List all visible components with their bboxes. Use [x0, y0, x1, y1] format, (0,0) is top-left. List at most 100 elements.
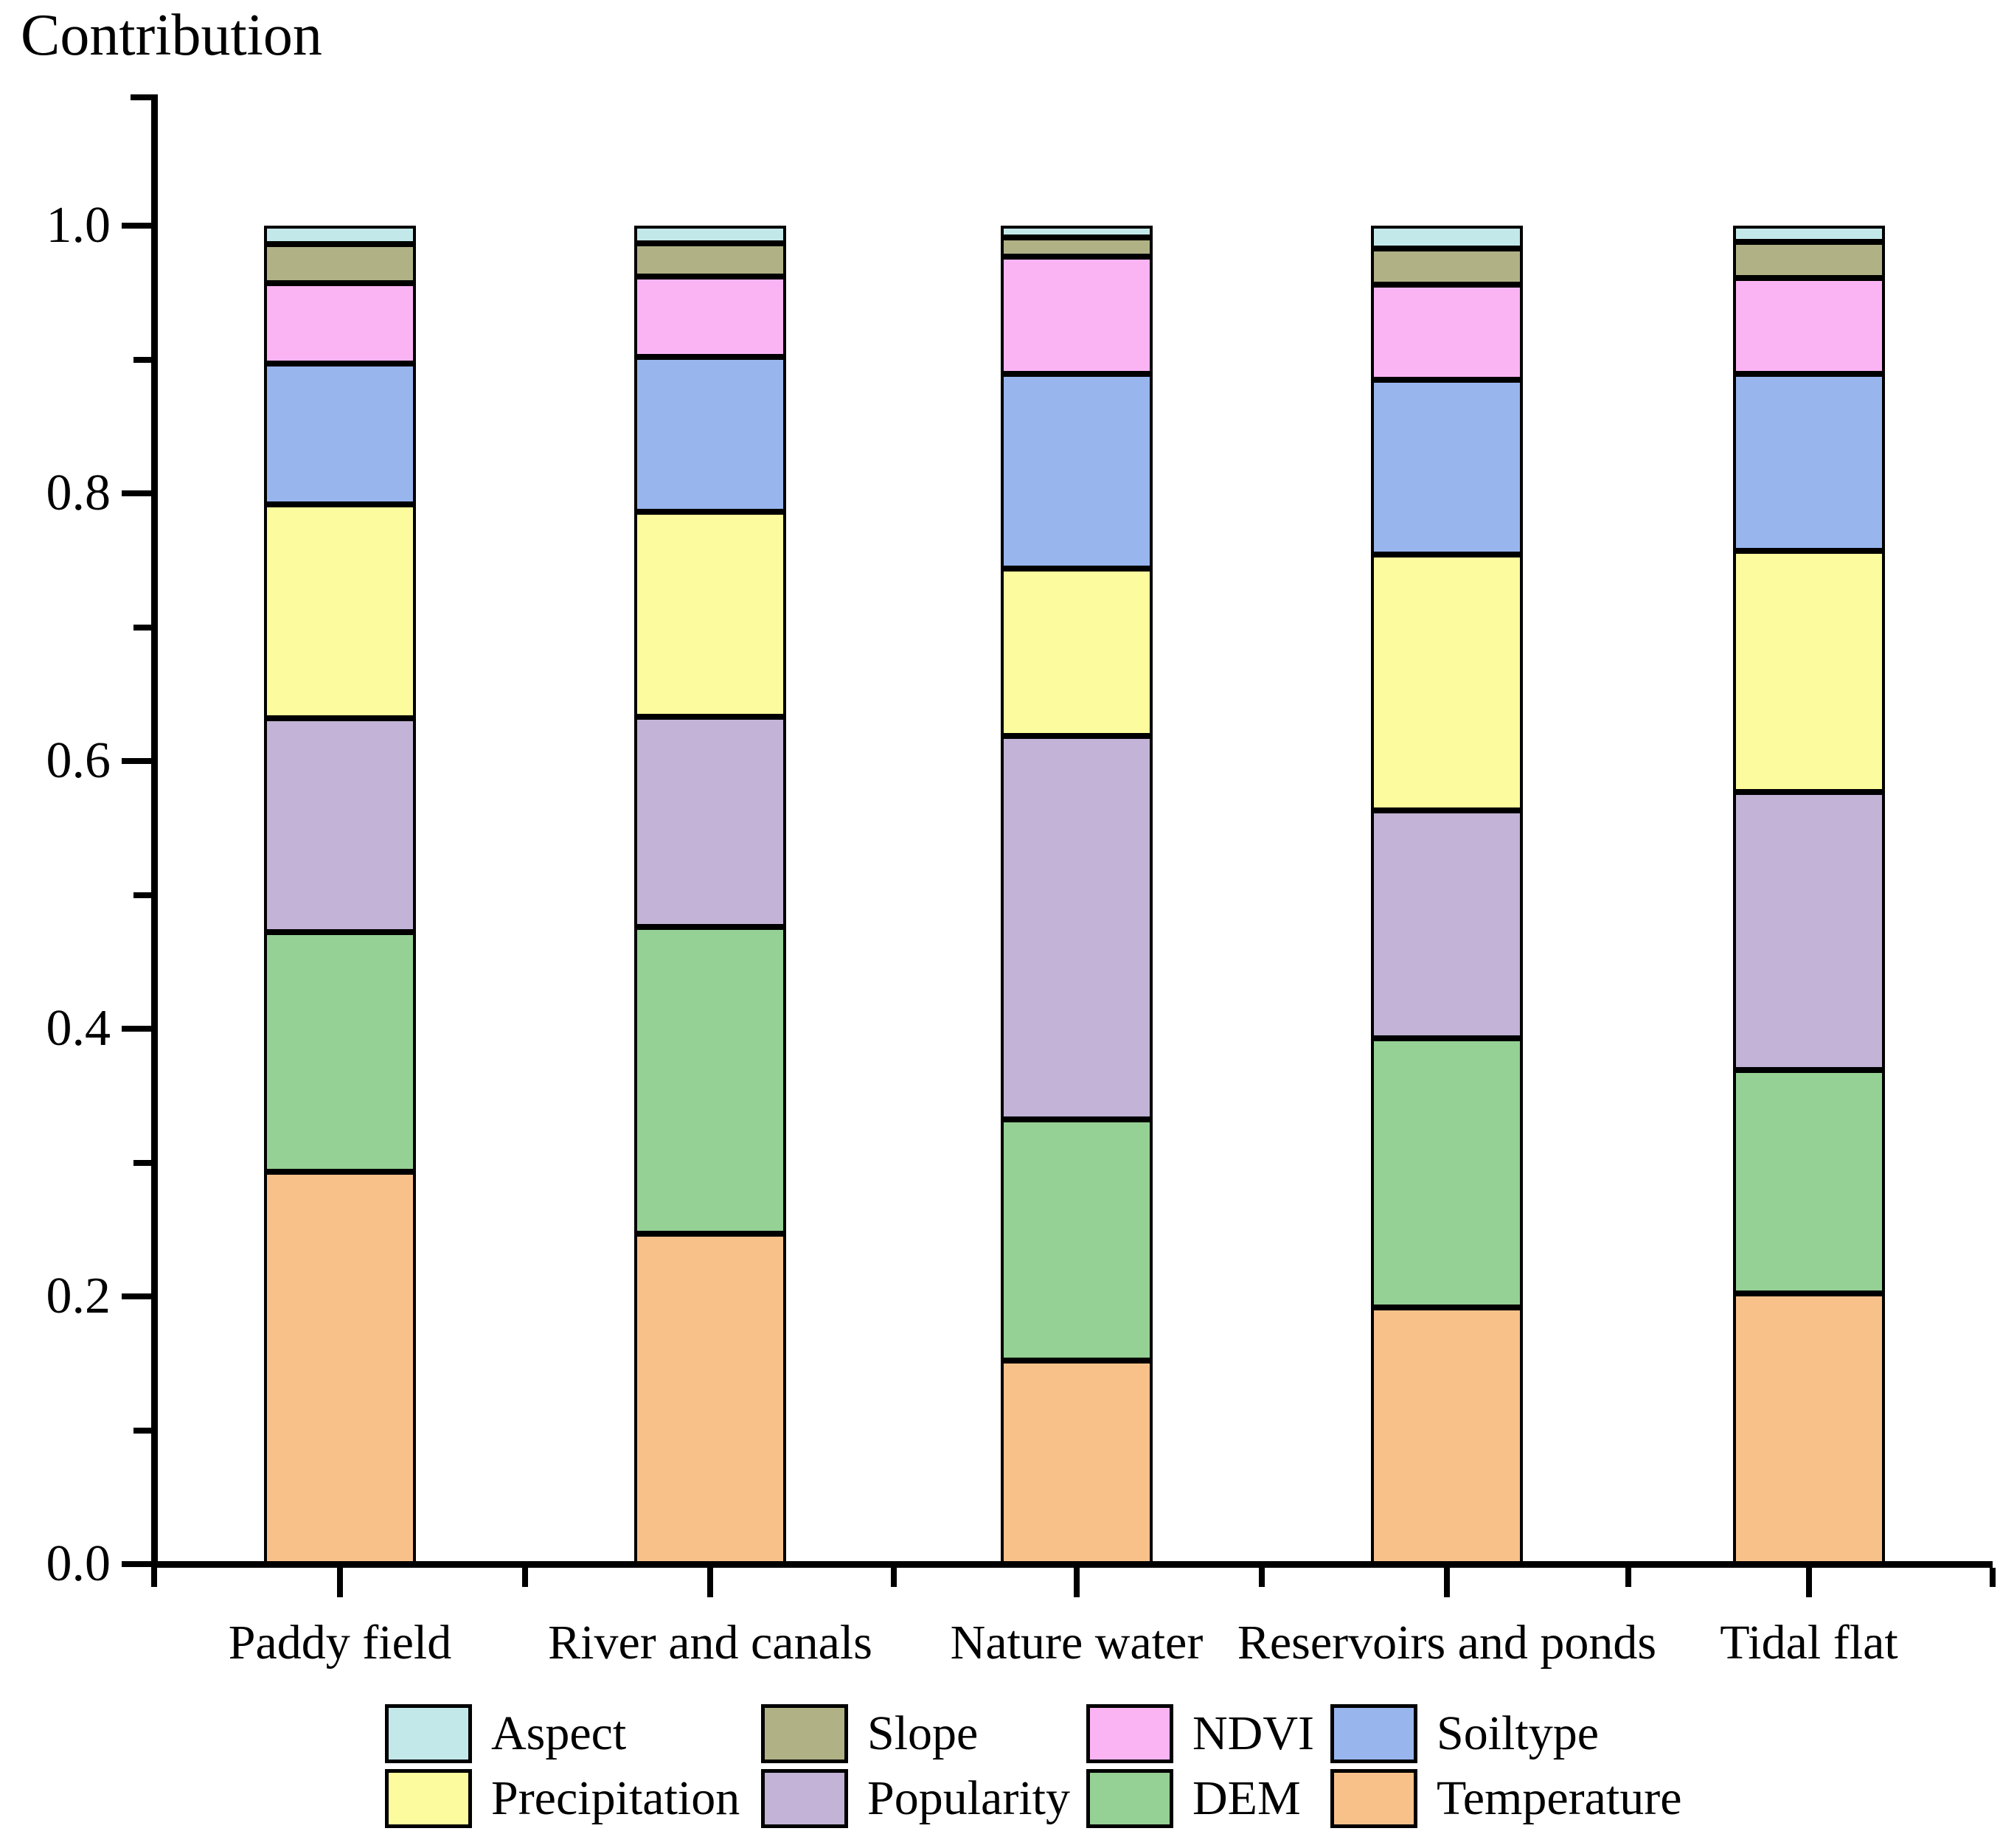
bar-reservoirs-and-ponds-seg-ndvi [1371, 284, 1523, 380]
bar-paddy-field-seg-precipitation [264, 504, 416, 718]
y-major-tick-0.6 [121, 758, 151, 764]
y-tick-label-1.0: 1.0 [46, 197, 111, 254]
bar-river-and-canals-seg-temperature [634, 1233, 786, 1564]
bar-river-and-canals-seg-soiltype [634, 356, 786, 513]
bar-nature-water-seg-soiltype [1001, 374, 1153, 569]
y-tick-label-0.6: 0.6 [46, 732, 111, 789]
bar-river-and-canals-seg-dem [634, 927, 786, 1234]
bar-paddy-field-seg-soiltype [264, 363, 416, 504]
bar-tidal-flat-seg-precipitation [1733, 551, 1885, 792]
legend-swatch-slope [761, 1704, 848, 1763]
y-major-tick-1 [121, 223, 151, 229]
x-major-tick-reservoirs-and-ponds [1444, 1567, 1450, 1597]
legend-item-dem: DEM [1086, 1768, 1301, 1829]
y-major-tick-0 [121, 1561, 151, 1567]
y-major-tick-0.8 [121, 490, 151, 496]
x-minor-tick-0 [151, 1567, 157, 1587]
legend-item-slope: Slope [761, 1703, 978, 1764]
y-axis-title: Contribution [21, 3, 322, 68]
y-axis-line [150, 94, 158, 1568]
bar-reservoirs-and-ponds-seg-aspect [1371, 226, 1523, 249]
legend-label-precipitation: Precipitation [491, 1771, 740, 1825]
bar-reservoirs-and-ponds-seg-precipitation [1371, 555, 1523, 811]
x-category-label-paddy-field: Paddy field [228, 1616, 452, 1670]
y-major-tick-0.2 [121, 1293, 151, 1299]
bar-tidal-flat-seg-slope [1733, 241, 1885, 278]
y-axis-end-tick [130, 94, 151, 100]
y-minor-tick-0.3 [133, 1159, 151, 1166]
legend-item-temperature: Temperature [1330, 1768, 1682, 1829]
bar-paddy-field-seg-ndvi [264, 283, 416, 364]
bar-reservoirs-and-ponds-seg-temperature [1371, 1307, 1523, 1564]
bar-tidal-flat-seg-ndvi [1733, 277, 1885, 375]
x-category-label-tidal-flat: Tidal flat [1720, 1616, 1898, 1670]
legend-label-ndvi: NDVI [1192, 1706, 1314, 1760]
legend-label-dem: DEM [1192, 1771, 1301, 1825]
legend-label-slope: Slope [867, 1706, 979, 1760]
bar-nature-water-seg-aspect [1001, 226, 1153, 238]
bar-river-and-canals-seg-aspect [634, 226, 786, 243]
bar-paddy-field-seg-slope [264, 244, 416, 284]
bar-river-and-canals-seg-precipitation [634, 512, 786, 718]
x-major-tick-tidal-flat [1806, 1567, 1812, 1597]
bar-nature-water-seg-slope [1001, 237, 1153, 257]
legend-item-precipitation: Precipitation [385, 1768, 740, 1829]
legend-swatch-ndvi [1086, 1704, 1173, 1763]
legend-item-soiltype: Soiltype [1330, 1703, 1599, 1764]
x-minor-tick-4 [1625, 1567, 1631, 1587]
legend-item-popularity: Popularity [761, 1768, 1070, 1829]
bar-tidal-flat-seg-popularity [1733, 791, 1885, 1071]
bar-tidal-flat-seg-soiltype [1733, 374, 1885, 552]
bar-nature-water-seg-popularity [1001, 735, 1153, 1120]
bar-tidal-flat-seg-aspect [1733, 226, 1885, 242]
y-major-tick-0.4 [121, 1026, 151, 1032]
bar-nature-water-seg-dem [1001, 1119, 1153, 1361]
bar-tidal-flat-seg-dem [1733, 1070, 1885, 1294]
legend-swatch-popularity [761, 1769, 848, 1828]
legend-label-aspect: Aspect [491, 1706, 627, 1760]
x-category-label-nature-water: Nature water [950, 1616, 1204, 1670]
bar-nature-water-seg-temperature [1001, 1361, 1153, 1564]
x-minor-tick-2 [890, 1567, 897, 1587]
bar-river-and-canals-seg-popularity [634, 717, 786, 928]
bar-paddy-field-seg-temperature [264, 1172, 416, 1564]
y-tick-label-0.2: 0.2 [46, 1268, 111, 1324]
bar-reservoirs-and-ponds-seg-slope [1371, 248, 1523, 285]
bar-river-and-canals-seg-slope [634, 243, 786, 277]
bar-river-and-canals-seg-ndvi [634, 276, 786, 357]
x-major-tick-river-and-canals [707, 1567, 713, 1597]
x-minor-tick-5 [1990, 1567, 1996, 1587]
bar-nature-water-seg-ndvi [1001, 256, 1153, 375]
bar-paddy-field-seg-aspect [264, 226, 416, 245]
x-category-label-reservoirs-and-ponds: Reservoirs and ponds [1237, 1616, 1657, 1670]
x-major-tick-nature-water [1074, 1567, 1080, 1597]
legend-label-temperature: Temperature [1437, 1771, 1682, 1825]
y-minor-tick-0.1 [133, 1427, 151, 1434]
legend-label-popularity: Popularity [867, 1771, 1070, 1825]
bar-nature-water-seg-precipitation [1001, 568, 1153, 736]
legend-label-soiltype: Soiltype [1437, 1706, 1600, 1760]
legend-item-ndvi: NDVI [1086, 1703, 1314, 1764]
y-minor-tick-0.9 [133, 356, 151, 363]
bar-reservoirs-and-ponds-seg-soiltype [1371, 379, 1523, 555]
y-tick-label-0.0: 0.0 [46, 1535, 111, 1592]
legend-swatch-dem [1086, 1769, 1173, 1828]
bar-reservoirs-and-ponds-seg-dem [1371, 1038, 1523, 1307]
x-axis-line [150, 1560, 1993, 1568]
bar-reservoirs-and-ponds-seg-popularity [1371, 810, 1523, 1038]
legend-swatch-soiltype [1330, 1704, 1417, 1763]
y-minor-tick-0.7 [133, 624, 151, 631]
x-minor-tick-3 [1259, 1567, 1265, 1587]
legend-swatch-temperature [1330, 1769, 1417, 1828]
x-minor-tick-1 [522, 1567, 528, 1587]
legend-item-aspect: Aspect [385, 1703, 626, 1764]
x-category-label-river-and-canals: River and canals [548, 1616, 872, 1670]
legend-swatch-precipitation [385, 1769, 472, 1828]
y-tick-label-0.4: 0.4 [46, 1000, 111, 1057]
y-tick-label-0.8: 0.8 [46, 465, 111, 521]
legend-swatch-aspect [385, 1704, 472, 1763]
y-minor-tick-0.5 [133, 892, 151, 898]
bar-paddy-field-seg-popularity [264, 718, 416, 933]
x-major-tick-paddy-field [337, 1567, 343, 1597]
